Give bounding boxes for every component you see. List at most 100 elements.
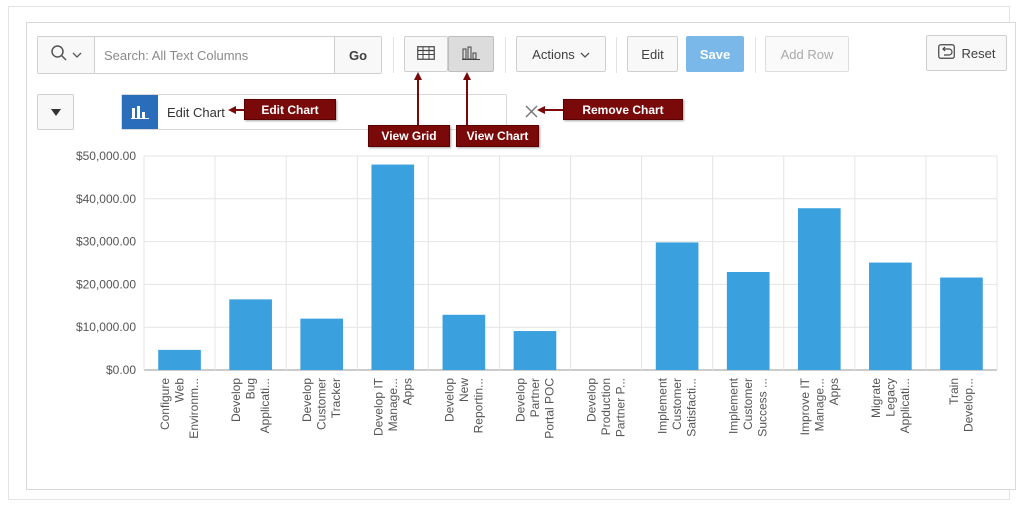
toolbar-divider [755, 37, 756, 73]
x-tick-label-line: Applicati... [258, 378, 272, 433]
x-tick-label-line: Develop IT [371, 377, 385, 436]
x-tick-label-line: Develop [300, 378, 314, 422]
y-tick-label: $50,000.00 [76, 149, 136, 163]
x-tick-label-line: Develop [513, 378, 527, 422]
x-tick-label-line: Improve IT [798, 377, 812, 435]
chevron-down-icon [580, 47, 590, 62]
view-chart-button[interactable] [448, 36, 494, 72]
toolbar: Go Actions Edit Save Add Row [27, 23, 1015, 87]
x-tick-label-line: Portal POC [542, 378, 556, 439]
x-tick-label-line: Manage... [386, 378, 400, 431]
chart-bar[interactable] [229, 299, 272, 370]
interactive-grid-panel: Go Actions Edit Save Add Row [26, 22, 1016, 490]
chart-bar[interactable] [300, 318, 344, 370]
x-tick-label-line: Implement [727, 377, 741, 434]
chart-bar[interactable] [513, 331, 557, 370]
save-button[interactable]: Save [686, 36, 744, 72]
reset-label: Reset [961, 45, 996, 61]
grid-icon [417, 45, 435, 63]
triangle-down-icon [50, 105, 61, 120]
x-tick-label-line: Apps [400, 378, 414, 405]
chevron-down-icon [72, 46, 82, 64]
y-tick-label: $20,000.00 [76, 277, 136, 291]
bar-chart: $0.00 $10,000.00 $20,000.00 $30,000.00 $40,0… [76, 149, 998, 439]
x-tick-label-line: Apps [827, 378, 841, 405]
x-tick-label-line: Tracker [329, 378, 343, 418]
actions-menu-button[interactable]: Actions [516, 36, 606, 72]
chart-area: $0.00 $10,000.00 $20,000.00 $30,000.00 $40,0… [27, 136, 1015, 491]
x-tick-label: Develop Customer Tracker [300, 378, 343, 430]
x-tick-label-line: Production [599, 378, 613, 435]
x-tick-label: Migrate Legacy Applicati... [869, 378, 912, 434]
bar-chart-icon [122, 95, 158, 129]
bar-chart-icon [462, 46, 480, 63]
chart-bar[interactable] [655, 242, 699, 370]
x-tick-label-line: Customer [741, 378, 755, 430]
y-tick-label: $10,000.00 [76, 320, 136, 334]
x-tick-label-line: Develop [585, 378, 599, 422]
y-tick-label: $30,000.00 [76, 235, 136, 249]
x-tick-label-line: Implement [656, 377, 670, 434]
x-tick-label-line: Manage... [812, 378, 826, 431]
x-tick-label-line: Migrate [869, 378, 883, 418]
toolbar-divider [393, 37, 394, 73]
reset-button[interactable]: Reset [926, 35, 1007, 71]
x-tick-label-line: Configure [158, 378, 172, 430]
x-tick-label-line: Develop [229, 378, 243, 422]
x-tick-label: Develop Bug Applicati... [229, 378, 272, 434]
view-chart-callout: View Chart [456, 125, 539, 147]
chart-bar[interactable] [442, 314, 486, 370]
x-tick-label: Implement Customer Success ... [727, 377, 770, 436]
x-tick-label-line: Train [947, 378, 961, 405]
chart-bar[interactable] [869, 262, 912, 370]
y-tick-label: $40,000.00 [76, 192, 136, 206]
toolbar-divider [616, 37, 617, 73]
chart-bar[interactable] [158, 349, 201, 370]
x-tick-label-line: Web [173, 378, 187, 403]
x-tick-label-line: New [457, 378, 471, 402]
go-button[interactable]: Go [334, 37, 381, 73]
x-tick-label-line: Customer [670, 378, 684, 430]
actions-label: Actions [532, 46, 575, 62]
view-grid-button[interactable] [404, 36, 448, 72]
search-column-select[interactable] [38, 37, 95, 73]
chart-bar[interactable] [797, 208, 841, 370]
chart-bar[interactable] [940, 277, 983, 370]
x-tick-label: Improve IT Manage... Apps [798, 377, 841, 435]
x-tick-label-line: Reportin... [471, 378, 485, 433]
x-tick-label: Develop Partner Portal POC [513, 378, 556, 439]
reset-icon [937, 44, 955, 62]
collapse-toggle-button[interactable] [37, 94, 74, 130]
remove-chart-callout: Remove Chart [563, 99, 683, 120]
chart-bar[interactable] [726, 271, 770, 370]
x-tick-label-line: Environm... [187, 378, 201, 439]
chart-bar[interactable] [371, 164, 415, 370]
search-icon [50, 44, 68, 67]
close-icon[interactable] [521, 101, 541, 121]
x-tick-label-line: Partner P... [614, 378, 628, 437]
x-tick-label-line: Applicati... [898, 378, 912, 433]
search-group: Go [37, 36, 382, 74]
x-tick-label-line: Success ... [756, 378, 770, 437]
x-tick-label: Develop New Reportin... [442, 378, 485, 434]
x-tick-label: Develop IT Manage... Apps [371, 377, 414, 436]
add-row-button[interactable]: Add Row [765, 36, 849, 72]
edit-chart-link[interactable]: Edit Chart [167, 104, 225, 120]
x-tick-label-line: Develop [442, 378, 456, 422]
x-tick-label: Implement Customer Satisfacti... [656, 377, 699, 436]
x-tick-label-line: Legacy [883, 378, 897, 417]
view-grid-callout: View Grid [368, 125, 450, 147]
x-tick-label-line: Develop... [962, 378, 976, 432]
x-tick-label-line: Bug [244, 378, 258, 399]
x-tick-label: Develop Production Partner P... [585, 378, 628, 437]
search-input[interactable] [95, 37, 335, 73]
x-tick-label-line: Partner [528, 378, 542, 417]
x-tick-label: Configure Web Environm... [158, 378, 201, 439]
y-tick-label: $0.00 [106, 363, 136, 377]
x-tick-label: Train Develop... [947, 378, 976, 432]
edit-button[interactable]: Edit [627, 36, 678, 72]
edit-chart-callout: Edit Chart [244, 99, 336, 120]
toolbar-divider [505, 37, 506, 73]
x-tick-label-line: Satisfacti... [685, 378, 699, 437]
